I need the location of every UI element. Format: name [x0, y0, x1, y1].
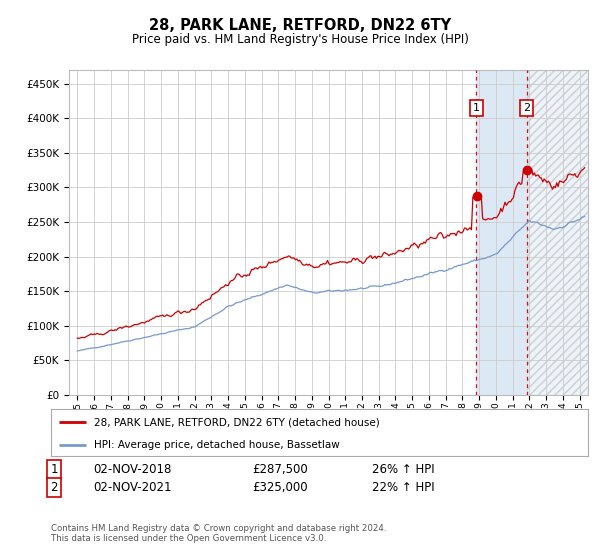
Text: 2: 2: [523, 103, 530, 113]
Text: Price paid vs. HM Land Registry's House Price Index (HPI): Price paid vs. HM Land Registry's House …: [131, 32, 469, 46]
Text: 1: 1: [50, 463, 58, 476]
Text: 2: 2: [50, 480, 58, 494]
Text: 28, PARK LANE, RETFORD, DN22 6TY (detached house): 28, PARK LANE, RETFORD, DN22 6TY (detach…: [94, 417, 380, 427]
Text: 02-NOV-2021: 02-NOV-2021: [93, 480, 172, 494]
Bar: [527, 70, 588, 395]
Text: £325,000: £325,000: [252, 480, 308, 494]
Text: 22% ↑ HPI: 22% ↑ HPI: [372, 480, 434, 494]
Text: 02-NOV-2018: 02-NOV-2018: [93, 463, 172, 476]
Bar: [527, 70, 588, 395]
Bar: [476, 70, 527, 395]
Text: £287,500: £287,500: [252, 463, 308, 476]
Text: 28, PARK LANE, RETFORD, DN22 6TY: 28, PARK LANE, RETFORD, DN22 6TY: [149, 18, 451, 32]
Text: Contains HM Land Registry data © Crown copyright and database right 2024.
This d: Contains HM Land Registry data © Crown c…: [51, 524, 386, 543]
Text: HPI: Average price, detached house, Bassetlaw: HPI: Average price, detached house, Bass…: [94, 440, 340, 450]
Text: 26% ↑ HPI: 26% ↑ HPI: [372, 463, 434, 476]
Text: 1: 1: [473, 103, 480, 113]
